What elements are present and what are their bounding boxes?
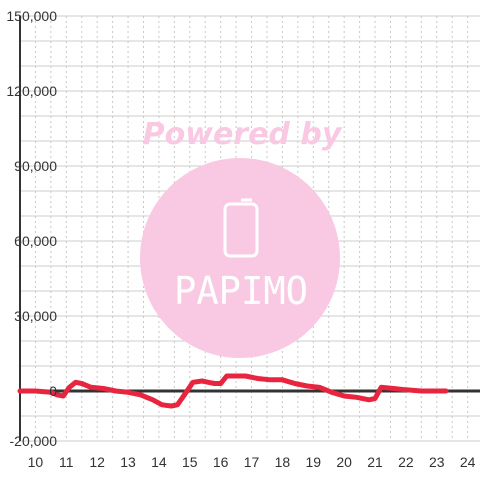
x-tick-label: 24 <box>460 454 476 470</box>
y-tick-label: -20,000 <box>10 433 58 449</box>
watermark-brand-text: PAPIMO <box>174 269 308 313</box>
y-tick-label: 120,000 <box>6 83 57 99</box>
watermark: Powered by PAPIMO <box>140 117 343 358</box>
x-tick-label: 13 <box>120 454 136 470</box>
x-tick-label: 15 <box>182 454 198 470</box>
tick-labels: -20,000 0 30,000 60,000 90,000 120,000 150,000… <box>6 8 475 470</box>
x-tick-label: 19 <box>305 454 321 470</box>
x-tick-label: 18 <box>275 454 291 470</box>
x-tick-label: 16 <box>213 454 229 470</box>
x-tick-label: 17 <box>244 454 260 470</box>
phone-icon <box>223 198 259 258</box>
series-layer <box>17 373 449 409</box>
y-tick-label: 30,000 <box>14 308 57 324</box>
y-tick-label: 60,000 <box>14 233 57 249</box>
x-tick-label: 11 <box>59 454 74 470</box>
series-line-1 <box>17 373 449 409</box>
watermark-powered-by-text: Powered by <box>143 117 343 152</box>
y-tick-label: 150,000 <box>6 8 57 24</box>
x-tick-label: 10 <box>28 454 44 470</box>
x-tick-label: 21 <box>367 454 383 470</box>
x-tick-label: 14 <box>151 454 167 470</box>
x-tick-label: 12 <box>89 454 105 470</box>
x-tick-label: 23 <box>429 454 445 470</box>
grid-lines <box>20 15 480 442</box>
x-tick-label: 20 <box>336 454 352 470</box>
watermark-circle <box>140 158 340 358</box>
x-tick-label: 22 <box>398 454 414 470</box>
y-tick-label: 90,000 <box>14 158 57 174</box>
y-tick-label: 0 <box>49 383 57 399</box>
